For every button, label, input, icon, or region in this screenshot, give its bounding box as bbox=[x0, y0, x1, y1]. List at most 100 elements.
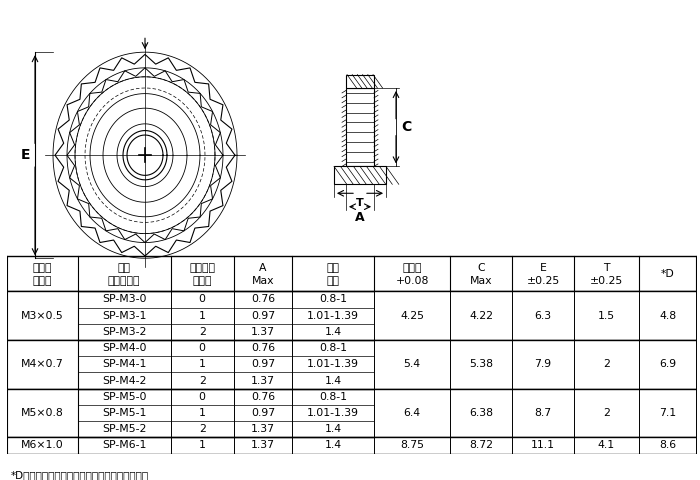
Text: 5.4: 5.4 bbox=[403, 360, 421, 369]
Bar bbox=[374, 437, 450, 454]
Text: *D: *D bbox=[661, 269, 675, 279]
Text: 6.4: 6.4 bbox=[403, 408, 421, 418]
Text: 4.1: 4.1 bbox=[598, 441, 615, 451]
Text: 下穴径: 下穴径 bbox=[402, 264, 422, 274]
Text: 2: 2 bbox=[199, 327, 206, 337]
Bar bbox=[374, 389, 450, 437]
Text: 2: 2 bbox=[199, 424, 206, 434]
Text: 1.4: 1.4 bbox=[325, 375, 342, 385]
Bar bbox=[512, 437, 574, 454]
Bar bbox=[374, 340, 450, 389]
Text: 1.37: 1.37 bbox=[251, 327, 275, 337]
Text: 4.8: 4.8 bbox=[659, 311, 676, 321]
Bar bbox=[450, 389, 512, 437]
Text: 6.9: 6.9 bbox=[659, 360, 676, 369]
Text: 5.38: 5.38 bbox=[469, 360, 493, 369]
Bar bbox=[574, 340, 639, 389]
Text: +0.08: +0.08 bbox=[395, 276, 429, 286]
Text: C: C bbox=[401, 120, 411, 134]
Bar bbox=[7, 437, 78, 454]
Text: 4.22: 4.22 bbox=[469, 311, 493, 321]
Text: シャンク: シャンク bbox=[189, 264, 215, 274]
Text: 0.76: 0.76 bbox=[251, 392, 275, 402]
Bar bbox=[574, 389, 639, 437]
Text: 11.1: 11.1 bbox=[531, 441, 555, 451]
Text: 8.6: 8.6 bbox=[659, 441, 676, 451]
Text: 0.8-1: 0.8-1 bbox=[319, 392, 347, 402]
Text: 6.38: 6.38 bbox=[469, 408, 493, 418]
Text: 1: 1 bbox=[199, 311, 206, 321]
Text: 1: 1 bbox=[199, 441, 206, 451]
Text: 1.37: 1.37 bbox=[251, 424, 275, 434]
Text: 1.4: 1.4 bbox=[325, 441, 342, 451]
Bar bbox=[450, 437, 512, 454]
Text: 1.37: 1.37 bbox=[251, 441, 275, 451]
Text: 1.5: 1.5 bbox=[598, 311, 615, 321]
Bar bbox=[574, 291, 639, 340]
Text: A: A bbox=[259, 264, 267, 274]
Text: 2: 2 bbox=[603, 408, 610, 418]
Text: 7.9: 7.9 bbox=[535, 360, 552, 369]
Text: SP-M5-0: SP-M5-0 bbox=[102, 392, 146, 402]
Text: 1: 1 bbox=[199, 360, 206, 369]
Text: M6×1.0: M6×1.0 bbox=[21, 441, 64, 451]
Bar bbox=[7, 340, 78, 389]
Text: M3×0.5: M3×0.5 bbox=[21, 311, 64, 321]
Text: 板厕: 板厕 bbox=[327, 276, 340, 286]
Text: 0: 0 bbox=[199, 343, 206, 353]
Text: 0.8-1: 0.8-1 bbox=[319, 343, 347, 353]
Text: 0: 0 bbox=[199, 294, 206, 304]
Bar bbox=[512, 340, 574, 389]
Text: 呼び径: 呼び径 bbox=[33, 276, 52, 286]
Text: SP-M3-1: SP-M3-1 bbox=[102, 311, 146, 321]
Text: 型式: 型式 bbox=[118, 264, 131, 274]
Text: M4×0.7: M4×0.7 bbox=[21, 360, 64, 369]
Text: 1.37: 1.37 bbox=[251, 375, 275, 385]
Text: ステンレス: ステンレス bbox=[108, 276, 141, 286]
Text: E: E bbox=[540, 264, 547, 274]
Text: 1.01-1.39: 1.01-1.39 bbox=[307, 360, 359, 369]
Text: ±0.25: ±0.25 bbox=[526, 276, 560, 286]
Text: ±0.25: ±0.25 bbox=[590, 276, 623, 286]
Text: SP-M4-2: SP-M4-2 bbox=[102, 375, 146, 385]
Text: 8.75: 8.75 bbox=[400, 441, 424, 451]
Bar bbox=[374, 291, 450, 340]
Bar bbox=[346, 88, 374, 167]
Text: A: A bbox=[355, 211, 365, 225]
Text: ねじの: ねじの bbox=[33, 264, 52, 274]
Bar bbox=[334, 167, 386, 184]
Text: 1.4: 1.4 bbox=[325, 424, 342, 434]
Bar bbox=[346, 74, 374, 88]
Text: SP-M3-2: SP-M3-2 bbox=[102, 327, 146, 337]
Text: 0.97: 0.97 bbox=[251, 408, 275, 418]
Bar bbox=[450, 340, 512, 389]
Text: SP-M5-1: SP-M5-1 bbox=[102, 408, 146, 418]
Bar bbox=[512, 389, 574, 437]
Text: M5×0.8: M5×0.8 bbox=[21, 408, 64, 418]
Text: SP-M6-1: SP-M6-1 bbox=[102, 441, 146, 451]
Bar bbox=[7, 291, 78, 340]
Text: SP-M4-1: SP-M4-1 bbox=[102, 360, 146, 369]
Text: SP-M4-0: SP-M4-0 bbox=[102, 343, 146, 353]
Text: 0.97: 0.97 bbox=[251, 360, 275, 369]
Text: T: T bbox=[603, 264, 610, 274]
Text: 1.01-1.39: 1.01-1.39 bbox=[307, 408, 359, 418]
Text: 7.1: 7.1 bbox=[659, 408, 676, 418]
Text: 0.97: 0.97 bbox=[251, 311, 275, 321]
Text: 4.25: 4.25 bbox=[400, 311, 424, 321]
Text: 6.3: 6.3 bbox=[535, 311, 552, 321]
Text: 1: 1 bbox=[199, 408, 206, 418]
Text: 0: 0 bbox=[199, 392, 206, 402]
Text: C: C bbox=[477, 264, 485, 274]
Text: *D：取付穴中心から板橋までの最小距離です。: *D：取付穴中心から板橋までの最小距離です。 bbox=[10, 470, 148, 480]
Text: E: E bbox=[20, 148, 29, 162]
Text: SP-M3-0: SP-M3-0 bbox=[102, 294, 146, 304]
Text: 8.7: 8.7 bbox=[535, 408, 552, 418]
Bar bbox=[639, 437, 696, 454]
Text: 1.01-1.39: 1.01-1.39 bbox=[307, 311, 359, 321]
Text: 0.76: 0.76 bbox=[251, 294, 275, 304]
Bar bbox=[639, 389, 696, 437]
Bar bbox=[450, 291, 512, 340]
Bar bbox=[7, 389, 78, 437]
Text: Max: Max bbox=[470, 276, 492, 286]
